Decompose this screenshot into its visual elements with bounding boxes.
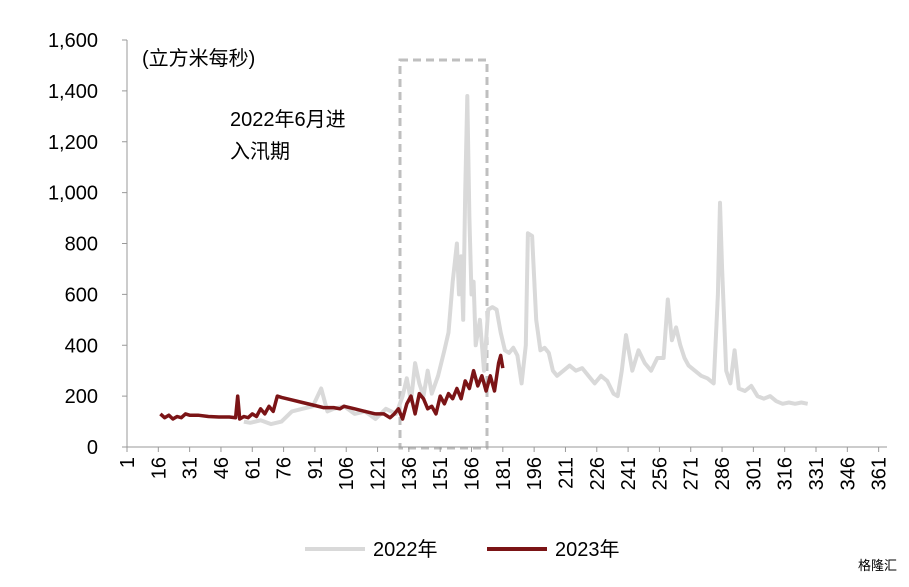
- y-tick-label: 1,000: [48, 183, 98, 205]
- y-tick-label: 400: [65, 335, 98, 357]
- x-tick-label: 136: [399, 457, 421, 490]
- x-tick-label: 241: [618, 457, 640, 490]
- y-tick-label: 200: [65, 386, 98, 408]
- legend-label: 2022年: [373, 538, 438, 561]
- x-tick-label: 346: [837, 457, 859, 490]
- unit-label: (立方米每秒): [142, 47, 255, 70]
- legend-label: 2023年: [555, 538, 620, 561]
- x-tick-label: 91: [305, 457, 327, 479]
- x-tick-label: 301: [743, 457, 765, 490]
- y-tick-label: 1,600: [48, 30, 98, 52]
- x-tick-label: 31: [180, 457, 202, 479]
- x-tick-label: 1: [117, 457, 139, 468]
- watermark: 格隆汇: [858, 558, 897, 573]
- series-line: [243, 94, 809, 427]
- annotation: 入汛期: [230, 140, 290, 163]
- x-tick-label: 361: [869, 457, 891, 490]
- x-tick-label: 256: [649, 457, 671, 490]
- highlight-box: [398, 58, 489, 450]
- y-tick-label: 1,400: [48, 81, 98, 103]
- x-tick-label: 151: [430, 457, 452, 490]
- x-tick-label: 121: [368, 457, 390, 490]
- annotation: 2022年6月进: [230, 108, 346, 131]
- series-line: [159, 353, 505, 421]
- x-tick-label: 166: [462, 457, 484, 490]
- x-tick-label: 226: [587, 457, 609, 490]
- y-tick-label: 600: [65, 284, 98, 306]
- x-tick-label: 76: [274, 457, 296, 479]
- x-tick-label: 331: [806, 457, 828, 490]
- x-tick-label: 16: [148, 457, 170, 479]
- y-tick-label: 800: [65, 234, 98, 256]
- x-tick-label: 196: [524, 457, 546, 490]
- x-tick-label: 271: [681, 457, 703, 490]
- x-tick-label: 181: [493, 457, 515, 490]
- x-tick-label: 286: [712, 457, 734, 490]
- x-tick-label: 106: [336, 457, 358, 490]
- x-tick-label: 316: [775, 457, 797, 490]
- x-tick-label: 211: [555, 457, 577, 489]
- x-tick-label: 46: [211, 457, 233, 479]
- y-tick-label: 1,200: [48, 132, 98, 154]
- x-tick-label: 61: [242, 457, 264, 479]
- y-tick-label: 0: [87, 437, 98, 459]
